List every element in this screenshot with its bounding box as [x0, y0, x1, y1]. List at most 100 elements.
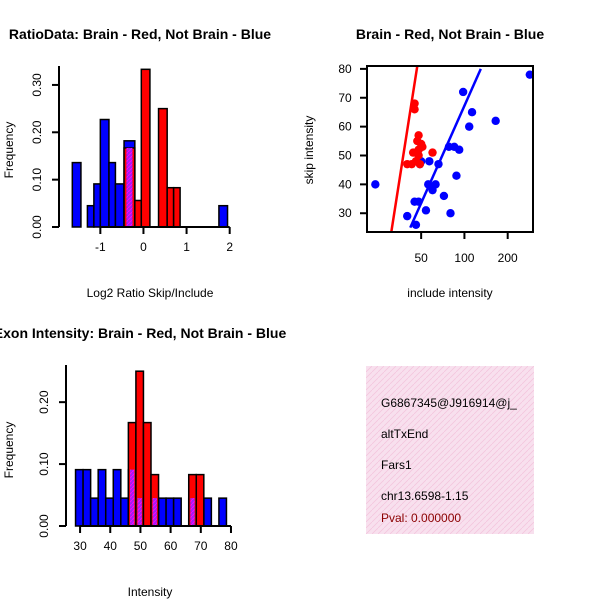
scatter-red-point-3: [410, 105, 419, 114]
scatter-y-tick-label-2: 50: [338, 148, 352, 162]
histogram-2-overlap-0: [130, 469, 135, 526]
scatter-blue-point-13: [439, 191, 449, 201]
info-panel: G6867345@J916914@j_ altTxEnd Fars1 chr13…: [366, 366, 534, 534]
histogram-2-blue-bar-14: [203, 497, 213, 527]
histogram-0-blue-bar-2: [93, 183, 102, 228]
scatter-blue-point-20: [465, 122, 474, 131]
scatter-red-point-9: [414, 151, 423, 160]
scatter-plot-frame: [366, 65, 534, 233]
histogram-0-red-bar-3: [157, 107, 168, 228]
info-event-id: G6867345@J916914@j_: [381, 396, 517, 410]
histogram-2-x-tick-label-4: 70: [194, 539, 208, 553]
histogram-0-red-bar-4: [166, 186, 175, 228]
intensity-scatter-xlabel: include intensity: [407, 286, 492, 300]
scatter-y-tick-label-4: 70: [338, 91, 352, 105]
histogram-2-red-bar-5: [195, 473, 205, 527]
histogram-2-blue-bar-12: [172, 497, 182, 527]
histogram-0-x-tick-label-1: 0: [140, 240, 147, 254]
scatter-blue-point-11: [431, 180, 440, 189]
histogram-2-x-tick-label-3: 60: [164, 539, 178, 553]
histogram-2-blue-bar-1: [82, 468, 92, 527]
info-gene-name: Fars1: [381, 458, 412, 472]
histogram-2-blue-bar-15: [218, 497, 228, 527]
histogram-2-y-tick-label-2: 0.20: [37, 390, 51, 414]
scatter-x-tick-label-1: 100: [454, 251, 474, 265]
intensity-scatter-title: Brain - Red, Not Brain - Blue: [356, 26, 544, 42]
scatter-blue-point-4: [414, 197, 423, 206]
scatter-red-point-10: [415, 159, 425, 169]
intensity-scatter-panel: Brain - Red, Not Brain - Blue 50 100 200 30…: [302, 26, 544, 300]
scatter-red-fit-line: [390, 66, 419, 232]
exon-histogram-panel: Exon Intensity: Brain - Red, Not Brain -…: [0, 325, 286, 599]
scatter-blue-point-19: [458, 87, 468, 97]
histogram-0-y-tick-label-2: 0.20: [30, 120, 44, 144]
histogram-0-blue-bar-1: [86, 204, 95, 228]
scatter-x-tick-label-2: 200: [498, 251, 518, 265]
histogram-0-blue-bar-7: [218, 204, 229, 228]
histogram-2-blue-bar-10: [157, 497, 167, 527]
scatter-y-tick-label-1: 40: [338, 177, 352, 191]
scatter-blue-point-22: [491, 116, 500, 126]
histogram-2-overlap-3: [152, 498, 157, 526]
scatter-blue-point-23: [525, 70, 533, 79]
exon-histogram-xlabel: Intensity: [128, 585, 173, 599]
histogram-0-red-bar-1: [134, 199, 143, 228]
scatter-blue-point-1: [403, 211, 412, 221]
ratio-histogram-panel: RatioData: Brain - Red, Not Brain - Blue…: [2, 26, 271, 300]
scatter-blue-point-9: [425, 157, 434, 166]
histogram-2-blue-bar-4: [104, 497, 115, 527]
histogram-2-y-tick-label-1: 0.10: [37, 452, 51, 476]
histogram-0-blue-bar-4: [108, 161, 117, 228]
info-pval: Pval: 0.000000: [381, 511, 462, 525]
histogram-2-overlap-4: [190, 498, 195, 526]
histogram-2-x-tick-label-0: 30: [73, 539, 87, 553]
histogram-2-y-tick-label-0: 0.00: [37, 514, 51, 538]
histogram-0-x-tick-label-0: -1: [95, 240, 106, 254]
scatter-red-point-12: [418, 142, 427, 152]
scatter-blue-point-3: [411, 220, 421, 229]
histogram-0-blue-bar-0: [71, 161, 82, 228]
ratio-histogram-title: RatioData: Brain - Red, Not Brain - Blue: [9, 26, 271, 42]
scatter-blue-point-8: [424, 180, 433, 189]
scatter-blue-point-15: [446, 209, 455, 218]
histogram-0-x-tick-label-3: 2: [226, 240, 233, 254]
histogram-2-x-tick-label-2: 50: [134, 539, 148, 553]
histogram-0-blue-bar-3: [99, 118, 110, 228]
ratio-histogram-ylabel: Frequency: [2, 122, 16, 179]
scatter-red-point-13: [428, 148, 437, 157]
histogram-2-blue-bar-11: [165, 497, 175, 527]
histogram-0-red-bar-5: [172, 186, 181, 228]
histogram-2-blue-bar-5: [112, 468, 122, 527]
histogram-2-blue-bar-6: [120, 497, 130, 527]
histogram-0-overlap-0: [126, 147, 133, 227]
scatter-red-point-8: [414, 131, 423, 140]
info-location: chr13.6598-1.15: [381, 489, 469, 503]
histogram-2-x-tick-label-5: 80: [224, 539, 238, 553]
scatter-blue-point-21: [467, 107, 477, 117]
scatter-red-point-4: [410, 99, 419, 108]
info-panel-background: [366, 366, 534, 534]
scatter-y-tick-label-3: 60: [338, 120, 352, 134]
exon-histogram-ylabel: Frequency: [2, 422, 16, 479]
histogram-2-blue-bar-0: [74, 468, 84, 527]
intensity-scatter-ylabel: skip intensity: [302, 116, 316, 185]
exon-histogram-title: Exon Intensity: Brain - Red, Not Brain -…: [0, 325, 286, 341]
histogram-2-blue-bar-3: [97, 468, 107, 527]
scatter-blue-point-17: [452, 171, 461, 180]
histogram-2-blue-bar-2: [89, 497, 99, 527]
histogram-0-x-tick-label-2: 1: [183, 240, 190, 254]
scatter-blue-point-7: [421, 206, 431, 215]
scatter-blue-point-0: [371, 180, 380, 189]
histogram-2-red-bar-2: [142, 421, 152, 527]
histogram-0-y-tick-label-3: 0.30: [30, 73, 44, 97]
scatter-x-tick-label-0: 50: [414, 251, 428, 265]
histogram-2-overlap-1: [137, 498, 142, 526]
scatter-y-tick-label-5: 80: [338, 62, 352, 76]
histogram-0-blue-bar-5: [114, 183, 125, 228]
scatter-blue-point-18: [455, 145, 464, 154]
histogram-0-red-bar-2: [140, 68, 151, 228]
histogram-0-y-tick-label-1: 0.10: [30, 168, 44, 192]
info-event-type: altTxEnd: [381, 427, 429, 441]
ratio-histogram-xlabel: Log2 Ratio Skip/Include: [87, 286, 214, 300]
